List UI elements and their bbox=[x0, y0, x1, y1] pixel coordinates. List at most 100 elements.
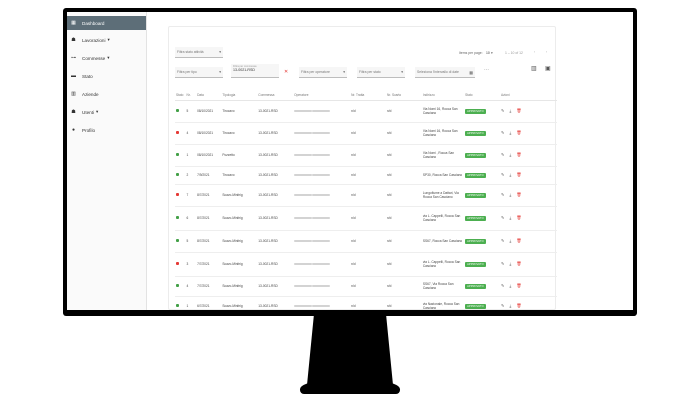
table-row[interactable]: 4 7/7/2021 Scavo-Minitrig 13-0021-RSD n/d n/d… bbox=[175, 276, 557, 297]
sidebar-item-stato[interactable]: ▬ Stato bbox=[67, 68, 146, 84]
delete-icon[interactable]: 🗑 bbox=[516, 283, 522, 288]
type-filter-label: Filtra per tipo bbox=[177, 70, 197, 74]
sidebar-item-label: Aziende bbox=[82, 91, 99, 97]
operator-cell bbox=[293, 122, 351, 145]
code-cell: 13-0021-RSD bbox=[257, 144, 294, 167]
actions-cell: ✎ ⤓ 🗑 bbox=[499, 100, 557, 123]
status-filter[interactable]: Filtra per stato ▾ bbox=[357, 67, 405, 78]
table-row[interactable]: 6 8/7/2021 Scavo-Minitrig 13-0021-RSD n/d n/d… bbox=[175, 206, 557, 231]
sidebar-item-lavorazioni[interactable]: ☗ Lavorazioni ▾ bbox=[67, 32, 146, 48]
delete-icon[interactable]: 🗑 bbox=[516, 238, 522, 243]
column-header[interactable]: Data bbox=[196, 91, 222, 101]
delete-icon[interactable]: 🗑 bbox=[516, 172, 522, 177]
rows-per-page-select[interactable]: 10 bbox=[486, 51, 490, 55]
column-header[interactable]: Nr. bbox=[185, 91, 197, 101]
edit-icon[interactable]: ✎ bbox=[500, 152, 505, 157]
code-cell: 13-0021-RSD bbox=[257, 230, 294, 253]
edit-icon[interactable]: ✎ bbox=[500, 215, 505, 220]
column-header[interactable]: Stato bbox=[175, 91, 186, 101]
delete-icon[interactable]: 🗑 bbox=[516, 192, 522, 197]
chevron-down-icon: ▾ bbox=[491, 51, 493, 55]
next-page-button[interactable]: › bbox=[546, 50, 548, 54]
table-header-row: Stato Nr. Data Tipologia Commessa Operatore Nr… bbox=[175, 91, 557, 101]
date-cell: 08/10/2021 bbox=[196, 100, 222, 123]
tratta-cell: n/d bbox=[350, 144, 386, 167]
clear-icon[interactable]: ✕ bbox=[284, 69, 289, 75]
code-filter[interactable]: Filtra per commessa 13-0021-RSD bbox=[231, 64, 279, 78]
table-row[interactable]: 2 7/9/2021 Tirocavo 13-0021-RSD n/d n/d SP30, … bbox=[175, 166, 557, 185]
status-dot-icon bbox=[176, 284, 179, 287]
delete-icon[interactable]: 🗑 bbox=[516, 261, 522, 266]
table-row[interactable]: 1 08/10/2021 Pozzetto 13-0021-RSD n/d n/d Via … bbox=[175, 144, 557, 167]
actions-cell: ✎ ⤓ 🗑 bbox=[499, 252, 557, 277]
nr-cell: 4 bbox=[185, 122, 197, 145]
state-cell: APPROVATO bbox=[464, 276, 500, 297]
table-row[interactable]: 1 6/7/2021 Scavo-Minitrig 13-0021-RSD n/d n/d… bbox=[175, 296, 557, 310]
table-row[interactable]: 5 08/10/2021 Tirocavo 13-0021-RSD n/d n/d Via … bbox=[175, 100, 557, 123]
sidebar-item-profilo[interactable]: ● Profilo bbox=[67, 122, 146, 138]
edit-icon[interactable]: ✎ bbox=[500, 130, 505, 135]
operator-cell bbox=[293, 144, 351, 167]
scarto-cell: n/d bbox=[386, 184, 422, 207]
delete-icon[interactable]: 🗑 bbox=[516, 215, 522, 220]
type-filter[interactable]: Filtra per tipo ▾ bbox=[175, 67, 223, 78]
column-header[interactable]: Azioni bbox=[499, 91, 557, 101]
state-cell: APPROVATO bbox=[464, 206, 500, 231]
column-header[interactable]: Operatore bbox=[293, 91, 351, 101]
edit-icon[interactable]: ✎ bbox=[500, 261, 505, 266]
column-header[interactable]: Indirizzo bbox=[421, 91, 465, 101]
operator-filter[interactable]: Filtra per operatore ▾ bbox=[299, 67, 347, 78]
edit-icon[interactable]: ✎ bbox=[500, 108, 505, 113]
column-header[interactable]: Nr. Scarto bbox=[386, 91, 422, 101]
download-icon[interactable]: ⤓ bbox=[509, 215, 512, 220]
columns-icon[interactable]: ▥ bbox=[531, 66, 537, 72]
table-row[interactable]: 4 08/10/2021 Tirocavo 13-0021-RSD n/d n/d Via … bbox=[175, 122, 557, 145]
download-icon[interactable]: ⤓ bbox=[509, 152, 512, 157]
previous-page-button[interactable]: ‹ bbox=[534, 50, 536, 54]
column-header[interactable]: Nr. Tratta bbox=[350, 91, 386, 101]
delete-icon[interactable]: 🗑 bbox=[516, 152, 522, 157]
edit-icon[interactable]: ✎ bbox=[500, 238, 505, 243]
table-row[interactable]: 7 8/7/2021 Scavo-Minitrig 13-0021-RSD n/d n/d… bbox=[175, 184, 557, 207]
status-dot-icon bbox=[176, 262, 179, 265]
download-icon[interactable]: ⤓ bbox=[509, 192, 512, 197]
edit-icon[interactable]: ✎ bbox=[500, 172, 505, 177]
download-icon[interactable]: ⤓ bbox=[509, 108, 512, 113]
delete-icon[interactable]: 🗑 bbox=[516, 108, 522, 113]
delete-icon[interactable]: 🗑 bbox=[516, 303, 522, 308]
status-cell bbox=[175, 100, 186, 123]
actions-cell: ✎ ⤓ 🗑 bbox=[499, 230, 557, 253]
edit-icon[interactable]: ✎ bbox=[500, 192, 505, 197]
download-icon[interactable]: ⤓ bbox=[509, 303, 512, 308]
download-icon[interactable]: ⤓ bbox=[509, 283, 512, 288]
download-icon[interactable]: ⤓ bbox=[509, 172, 512, 177]
status-badge: APPROVATO bbox=[465, 283, 486, 289]
download-icon[interactable]: ⤓ bbox=[509, 130, 512, 135]
export-icon[interactable]: ▣ bbox=[545, 66, 551, 72]
edit-icon[interactable]: ✎ bbox=[500, 303, 505, 308]
type-cell: Scavo-Minitrig bbox=[221, 184, 258, 207]
activities-table: Stato Nr. Data Tipologia Commessa Operatore Nr… bbox=[175, 91, 557, 310]
status-dot-icon bbox=[176, 304, 179, 307]
sidebar-item-commesse[interactable]: ⊶ Commesse ▾ bbox=[67, 50, 146, 66]
sidebar-item-dashboard[interactable]: ▦ Dashboard bbox=[67, 16, 146, 30]
table-row[interactable]: 3 7/7/2021 Scavo-Minitrig 13-0021-RSD n/d n/d… bbox=[175, 252, 557, 277]
date-range-filter[interactable]: Seleziona l'intervallo di date ▦ bbox=[415, 67, 475, 78]
column-header[interactable]: Tipologia bbox=[221, 91, 258, 101]
activity-status-filter-label: Filtra stato attività bbox=[177, 50, 204, 54]
activity-status-filter[interactable]: Filtra stato attività ▾ bbox=[175, 47, 223, 58]
download-icon[interactable]: ⤓ bbox=[509, 238, 512, 243]
date-cell: 6/7/2021 bbox=[196, 296, 222, 310]
table-row[interactable]: 5 8/7/2021 Scavo-Minitrig 13-0021-RSD n/d n/d… bbox=[175, 230, 557, 253]
column-header[interactable]: Stato bbox=[464, 91, 500, 101]
column-header[interactable]: Commessa bbox=[257, 91, 294, 101]
delete-icon[interactable]: 🗑 bbox=[516, 130, 522, 135]
download-icon[interactable]: ⤓ bbox=[509, 261, 512, 266]
more-icon[interactable]: ⋯ bbox=[484, 67, 489, 73]
redacted-operator bbox=[312, 193, 331, 196]
rows-per-page-label: Items per page: bbox=[459, 51, 483, 55]
sidebar-item-utenti[interactable]: ☗ Utenti ▾ bbox=[67, 104, 146, 120]
edit-icon[interactable]: ✎ bbox=[500, 283, 505, 288]
sidebar-item-aziende[interactable]: ▥ Aziende bbox=[67, 86, 146, 102]
scarto-cell: n/d bbox=[386, 206, 422, 231]
